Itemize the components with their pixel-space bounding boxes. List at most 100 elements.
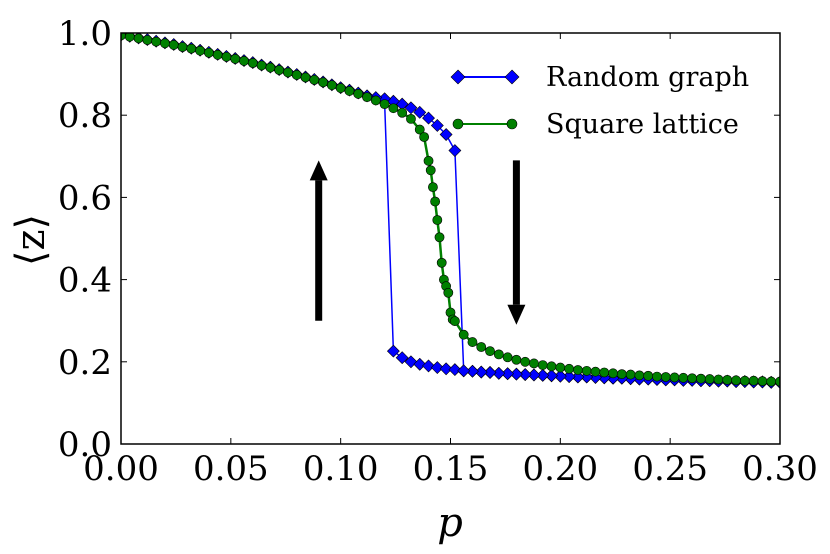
point-square-lattice-41 [434,232,445,243]
point-square-lattice-18 [274,65,285,75]
point-square-lattice-29 [370,95,381,106]
point-square-lattice-26 [344,86,355,96]
point-square-lattice-59 [546,361,557,372]
point-random-graph-35 [422,359,435,373]
point-square-lattice-67 [616,369,627,380]
point-random-graph-32 [395,351,409,365]
point-random-graph-113 [448,144,462,157]
point-square-lattice-40 [432,215,443,225]
point-square-lattice-19 [283,67,293,78]
point-random-graph-34 [413,357,427,371]
y-tick-label-4: 0.8 [58,96,112,136]
point-square-lattice-84 [766,376,777,387]
point-square-lattice-22 [309,74,320,85]
point-random-graph-37 [439,362,453,376]
point-square-lattice-81 [739,375,750,386]
point-random-graph-115 [430,119,444,132]
point-square-lattice-28 [362,92,372,103]
point-square-lattice-13 [230,53,241,64]
point-square-lattice-75 [687,373,698,384]
arrow-head-0 [309,160,328,181]
point-square-lattice-80 [731,375,741,386]
point-square-lattice-57 [529,358,539,369]
legend-marker-point-1-1 [506,118,518,130]
point-square-lattice-2 [133,33,144,44]
point-square-lattice-36 [423,155,434,166]
arrow-up-0 [309,160,328,321]
point-square-lattice-50 [467,337,478,347]
point-random-graph-114 [439,128,453,141]
point-square-lattice-12 [221,51,232,62]
x-tick-label-0: 0.00 [83,449,159,489]
point-square-lattice-6 [168,40,179,50]
x-tick-label-4: 0.20 [522,449,598,489]
arrow-head-1 [507,304,526,325]
point-square-lattice-82 [748,375,759,386]
x-tick-label-2: 0.10 [303,449,379,489]
x-axis-label: p [437,500,463,546]
point-square-lattice-54 [502,352,513,363]
point-square-lattice-69 [634,370,645,381]
x-tick-label-1: 0.05 [193,449,269,489]
point-square-lattice-63 [581,365,592,376]
point-square-lattice-27 [353,88,364,99]
arrow-down-1 [507,160,526,325]
legend-label-square-lattice: Square lattice [546,109,739,140]
legend: Random graph Square lattice [450,62,749,140]
y-axis-label: ⟨z⟩ [8,214,54,266]
y-tick-label-5: 1.0 [58,14,112,54]
legend-label-random-graph: Random graph [546,62,749,93]
point-square-lattice-38 [428,182,438,193]
legend-marker-point-1-0 [452,118,464,130]
point-random-graph-31 [386,344,400,358]
point-square-lattice-51 [476,342,487,352]
point-square-lattice-48 [449,316,460,327]
point-square-lattice-49 [458,329,469,340]
point-square-lattice-52 [485,346,495,357]
point-square-lattice-37 [425,165,436,176]
plot-layer [121,33,780,389]
point-square-lattice-23 [318,77,328,88]
point-square-lattice-16 [256,60,267,71]
point-square-lattice-15 [247,58,258,68]
point-square-lattice-68 [625,369,636,380]
point-square-lattice-85 [775,376,780,387]
point-square-lattice-60 [555,362,566,373]
point-square-lattice-10 [203,47,214,58]
legend-marker-point-0-1 [504,69,520,85]
point-random-graph-38 [448,363,462,377]
point-square-lattice-78 [713,374,724,385]
point-square-lattice-64 [590,366,601,377]
x-tick-label-5: 0.25 [632,449,708,489]
point-square-lattice-61 [564,363,575,374]
point-square-lattice-35 [419,132,430,142]
y-tick-label-1: 0.2 [58,343,112,383]
point-random-graph-116 [422,111,435,125]
point-random-graph-112 [457,364,471,378]
y-tick-label-0: 0.0 [58,425,112,465]
point-square-lattice-25 [335,83,346,93]
point-square-lattice-55 [511,354,522,365]
point-square-lattice-83 [757,376,768,387]
point-square-lattice-71 [652,371,662,382]
point-square-lattice-33 [406,113,416,124]
point-square-lattice-79 [722,374,733,385]
point-square-lattice-7 [177,42,188,52]
point-square-lattice-9 [195,45,205,56]
point-square-lattice-30 [379,99,390,110]
legend-marker-point-0-0 [450,69,466,85]
ticks-layer: 0.00 0.05 0.10 0.15 0.20 0.25 0.30 0.0 0.2 0.4 0.6… [58,14,818,489]
point-square-lattice-14 [239,56,249,66]
point-square-lattice-74 [678,372,689,383]
point-square-lattice-5 [160,38,170,49]
point-random-graph-117 [413,105,427,119]
point-square-lattice-11 [212,49,223,60]
point-square-lattice-70 [643,370,654,381]
series-square-lattice [121,33,780,387]
point-square-lattice-58 [537,360,548,370]
point-square-lattice-31 [388,103,399,114]
legend-marker-square-lattice [452,118,518,130]
point-random-graph-118 [404,101,418,115]
y-tick-label-3: 0.6 [58,178,112,218]
